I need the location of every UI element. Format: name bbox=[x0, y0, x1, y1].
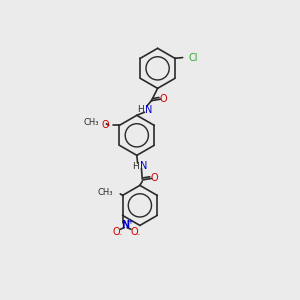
Text: H: H bbox=[137, 105, 144, 114]
Text: N: N bbox=[122, 220, 130, 230]
Text: CH₃: CH₃ bbox=[84, 118, 100, 127]
Text: O: O bbox=[130, 227, 138, 237]
Text: O: O bbox=[102, 120, 110, 130]
Text: ⁻: ⁻ bbox=[135, 232, 140, 241]
Text: N: N bbox=[140, 161, 147, 171]
Text: Cl: Cl bbox=[188, 52, 197, 63]
Text: N: N bbox=[145, 105, 153, 115]
Text: O: O bbox=[151, 173, 158, 184]
Text: CH₃: CH₃ bbox=[97, 188, 112, 197]
Text: H: H bbox=[132, 162, 139, 171]
Text: O: O bbox=[112, 227, 120, 237]
Text: O: O bbox=[160, 94, 168, 104]
Text: +: + bbox=[127, 219, 133, 225]
Text: ⁻: ⁻ bbox=[117, 232, 122, 241]
